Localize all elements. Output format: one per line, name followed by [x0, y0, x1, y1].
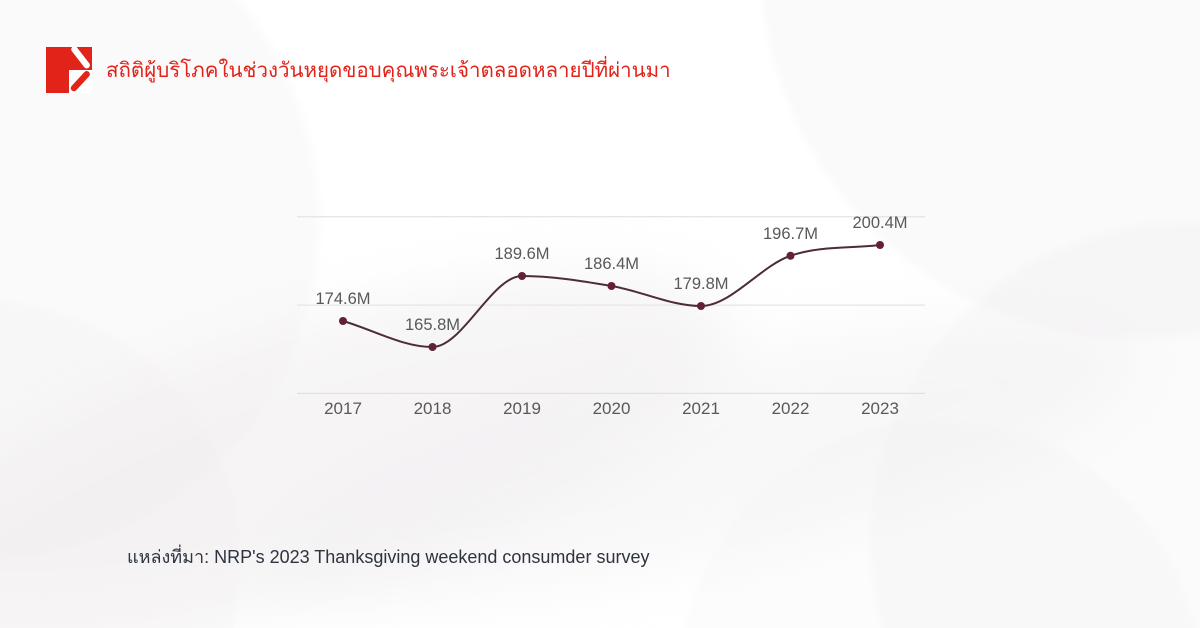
svg-text:174.6M: 174.6M: [315, 290, 370, 308]
svg-text:186.4M: 186.4M: [584, 255, 639, 273]
svg-text:200.4M: 200.4M: [852, 214, 907, 232]
svg-text:165.8M: 165.8M: [405, 316, 460, 334]
svg-text:2019: 2019: [503, 399, 541, 418]
svg-text:179.8M: 179.8M: [673, 275, 728, 293]
svg-text:189.6M: 189.6M: [494, 245, 549, 263]
svg-text:2017: 2017: [324, 399, 362, 418]
svg-text:2020: 2020: [593, 399, 631, 418]
svg-text:2018: 2018: [414, 399, 452, 418]
svg-text:2021: 2021: [682, 399, 720, 418]
svg-text:2022: 2022: [772, 399, 810, 418]
svg-text:2023: 2023: [861, 399, 899, 418]
svg-text:196.7M: 196.7M: [763, 225, 818, 243]
